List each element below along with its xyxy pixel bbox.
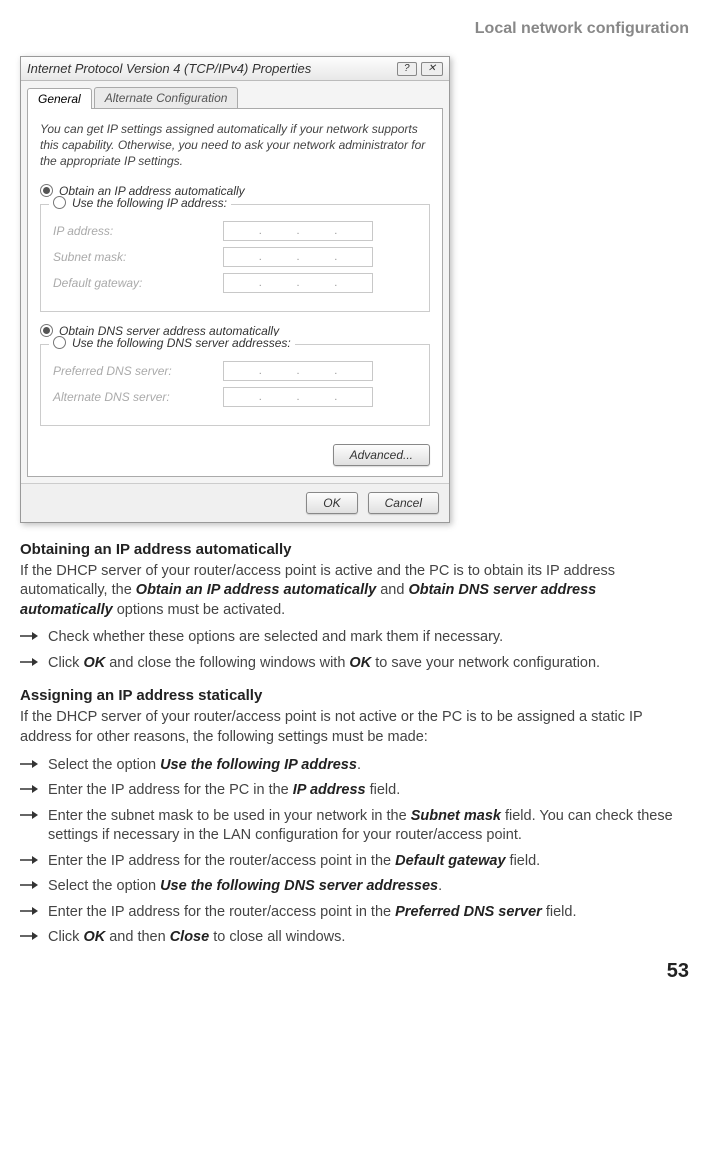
radio-icon <box>53 196 66 209</box>
label-gateway: Default gateway: <box>53 276 223 290</box>
advanced-button[interactable]: Advanced... <box>333 444 430 466</box>
static-dns-group: Use the following DNS server addresses: … <box>40 344 430 426</box>
list-item: Enter the IP address for the router/acce… <box>20 903 689 923</box>
close-button[interactable]: ✕ <box>421 62 443 76</box>
arrow-icon <box>20 931 38 941</box>
arrow-icon <box>20 880 38 890</box>
tabstrip: General Alternate Configuration <box>21 81 449 108</box>
radio-static-dns[interactable]: Use the following DNS server addresses: <box>49 336 295 350</box>
arrow-icon <box>20 784 38 794</box>
input-alt-dns[interactable]: ... <box>223 387 373 407</box>
arrow-icon <box>20 810 38 820</box>
heading-static: Assigning an IP address statically <box>20 687 689 704</box>
cancel-button[interactable]: Cancel <box>368 492 439 514</box>
radio-icon <box>53 336 66 349</box>
dialog-footer: OK Cancel <box>21 483 449 522</box>
label-ip: IP address: <box>53 224 223 238</box>
list-item: Check whether these options are selected… <box>20 628 689 648</box>
tab-general[interactable]: General <box>27 88 92 109</box>
arrow-icon <box>20 759 38 769</box>
list-item: Enter the IP address for the router/acce… <box>20 852 689 872</box>
arrow-icon <box>20 855 38 865</box>
titlebar: Internet Protocol Version 4 (TCP/IPv4) P… <box>21 57 449 81</box>
input-subnet[interactable]: ... <box>223 247 373 267</box>
help-button[interactable]: ? <box>397 62 417 76</box>
auto-steps: Check whether these options are selected… <box>20 628 689 673</box>
ipv4-properties-dialog: Internet Protocol Version 4 (TCP/IPv4) P… <box>20 56 450 523</box>
intro-text: You can get IP settings assigned automat… <box>40 121 430 170</box>
list-item: Select the option Use the following IP a… <box>20 756 689 776</box>
input-pref-dns[interactable]: ... <box>223 361 373 381</box>
list-item: Enter the IP address for the PC in the I… <box>20 781 689 801</box>
para-auto: If the DHCP server of your router/access… <box>20 562 689 621</box>
tab-alternate[interactable]: Alternate Configuration <box>94 87 239 108</box>
page-number: 53 <box>20 960 689 983</box>
label-subnet: Subnet mask: <box>53 250 223 264</box>
radio-label: Use the following IP address: <box>72 196 227 210</box>
window-title: Internet Protocol Version 4 (TCP/IPv4) P… <box>27 61 311 76</box>
static-steps: Select the option Use the following IP a… <box>20 756 689 949</box>
list-item: Click OK and then Close to close all win… <box>20 928 689 948</box>
arrow-icon <box>20 657 38 667</box>
list-item: Click OK and close the following windows… <box>20 654 689 674</box>
label-alt-dns: Alternate DNS server: <box>53 390 223 404</box>
para-static: If the DHCP server of your router/access… <box>20 708 689 747</box>
radio-static-ip[interactable]: Use the following IP address: <box>49 196 231 210</box>
input-gateway[interactable]: ... <box>223 273 373 293</box>
ok-button[interactable]: OK <box>306 492 357 514</box>
list-item: Select the option Use the following DNS … <box>20 877 689 897</box>
radio-label: Use the following DNS server addresses: <box>72 336 291 350</box>
arrow-icon <box>20 906 38 916</box>
tab-panel-general: You can get IP settings assigned automat… <box>27 108 443 477</box>
static-ip-group: Use the following IP address: IP address… <box>40 204 430 312</box>
arrow-icon <box>20 631 38 641</box>
heading-auto: Obtaining an IP address automatically <box>20 541 689 558</box>
input-ip[interactable]: ... <box>223 221 373 241</box>
label-pref-dns: Preferred DNS server: <box>53 364 223 378</box>
list-item: Enter the subnet mask to be used in your… <box>20 807 689 846</box>
page-header: Local network configuration <box>20 20 689 38</box>
